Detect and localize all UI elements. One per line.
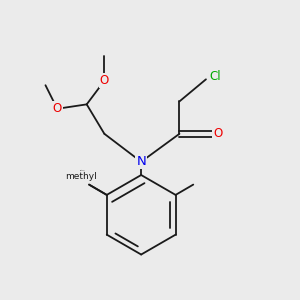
Text: Cl: Cl [209,70,220,83]
Text: O: O [213,127,222,140]
Text: O: O [100,74,109,87]
Text: methyl: methyl [88,171,92,172]
Text: methyl: methyl [65,172,97,181]
Text: O: O [52,102,62,115]
Text: N: N [136,155,146,168]
Text: methyl_l: methyl_l [80,169,85,171]
